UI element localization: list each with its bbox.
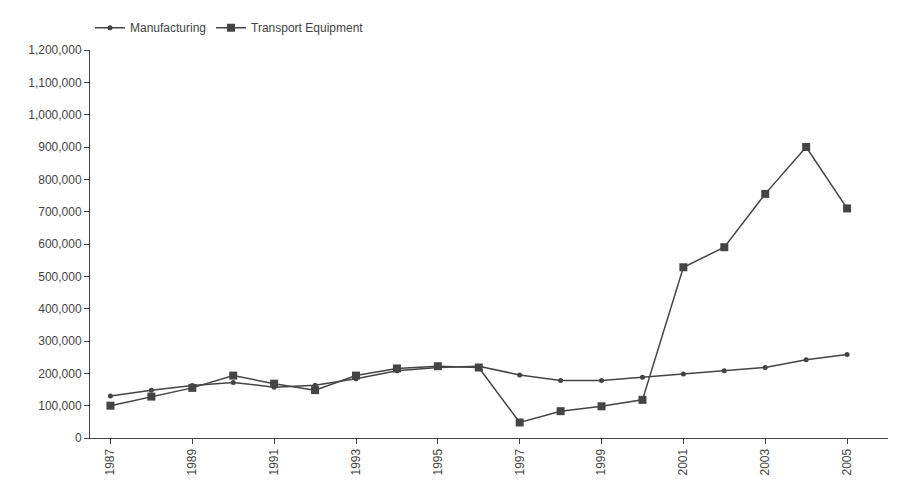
svg-text:400,000: 400,000	[38, 302, 82, 316]
svg-text:1,000,000: 1,000,000	[28, 108, 82, 122]
svg-text:1993: 1993	[349, 448, 363, 475]
svg-text:1987: 1987	[103, 448, 117, 475]
svg-text:2003: 2003	[758, 448, 772, 475]
svg-text:500,000: 500,000	[38, 270, 82, 284]
svg-text:0: 0	[75, 431, 82, 445]
svg-text:1997: 1997	[513, 448, 527, 475]
svg-text:600,000: 600,000	[38, 237, 82, 251]
svg-text:700,000: 700,000	[38, 205, 82, 219]
svg-text:100,000: 100,000	[38, 399, 82, 413]
svg-text:1995: 1995	[431, 448, 445, 475]
svg-text:800,000: 800,000	[38, 173, 82, 187]
svg-text:2005: 2005	[840, 448, 854, 475]
svg-text:1999: 1999	[594, 448, 608, 475]
svg-text:1,100,000: 1,100,000	[28, 76, 82, 90]
svg-text:1991: 1991	[267, 448, 281, 475]
svg-text:1989: 1989	[185, 448, 199, 475]
svg-text:200,000: 200,000	[38, 367, 82, 381]
svg-text:1,200,000: 1,200,000	[28, 43, 82, 57]
svg-text:300,000: 300,000	[38, 334, 82, 348]
svg-text:Transport Equipment: Transport Equipment	[251, 21, 363, 35]
svg-text:900,000: 900,000	[38, 140, 82, 154]
svg-text:Manufacturing: Manufacturing	[130, 21, 206, 35]
svg-text:2001: 2001	[676, 448, 690, 475]
